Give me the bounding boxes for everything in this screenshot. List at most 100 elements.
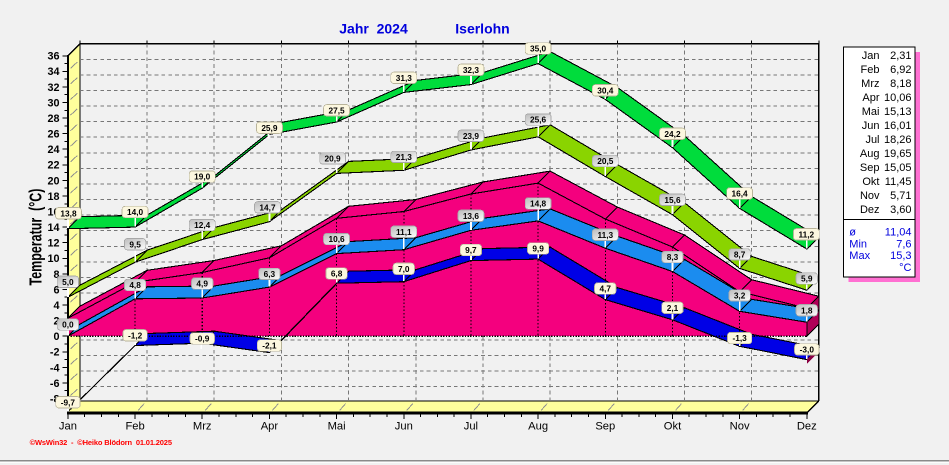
- svg-text:°C: °C: [899, 262, 911, 274]
- svg-text:14: 14: [47, 222, 59, 234]
- svg-text:20,9: 20,9: [325, 154, 342, 164]
- svg-text:13,6: 13,6: [463, 211, 480, 221]
- svg-text:5,71: 5,71: [890, 190, 911, 202]
- svg-text:13,8: 13,8: [60, 208, 77, 218]
- svg-text:-0,9: -0,9: [195, 334, 210, 344]
- svg-text:2,31: 2,31: [890, 50, 911, 62]
- svg-text:30: 30: [47, 97, 59, 109]
- svg-text:2,1: 2,1: [667, 303, 679, 313]
- svg-text:11,2: 11,2: [798, 229, 814, 239]
- svg-text:Mai: Mai: [862, 106, 880, 118]
- svg-text:1,8: 1,8: [801, 305, 813, 315]
- svg-text:©WsWin32 - ©Heiko Blödorn 0: ©WsWin32 - ©Heiko Blödorn 01.01.2025: [30, 438, 172, 447]
- svg-text:6,3: 6,3: [264, 269, 276, 279]
- svg-text:10: 10: [47, 253, 59, 265]
- svg-text:Jan: Jan: [59, 421, 77, 433]
- svg-text:7,6: 7,6: [896, 238, 911, 250]
- svg-text:-6: -6: [50, 378, 60, 390]
- svg-text:31,3: 31,3: [396, 73, 413, 83]
- svg-text:Jahr 2024: Jahr 2024: [339, 20, 408, 36]
- svg-text:30,4: 30,4: [597, 85, 614, 95]
- svg-text:14,0: 14,0: [127, 207, 144, 217]
- svg-text:15,13: 15,13: [884, 106, 912, 118]
- svg-text:6: 6: [53, 284, 59, 296]
- svg-text:4,8: 4,8: [129, 280, 141, 290]
- svg-text:12: 12: [47, 238, 59, 250]
- svg-text:23,9: 23,9: [463, 131, 480, 141]
- svg-text:Dez: Dez: [860, 204, 880, 216]
- svg-text:Sep: Sep: [860, 162, 880, 174]
- svg-text:24,2: 24,2: [664, 129, 681, 139]
- svg-text:Max: Max: [849, 250, 870, 262]
- svg-text:18,26: 18,26: [884, 134, 912, 146]
- svg-text:Okt: Okt: [862, 176, 879, 188]
- svg-text:Dez: Dez: [797, 421, 817, 433]
- svg-text:Mrz: Mrz: [861, 78, 879, 90]
- svg-text:10,06: 10,06: [884, 92, 912, 104]
- svg-text:Jun: Jun: [395, 421, 413, 433]
- svg-text:Mai: Mai: [328, 421, 346, 433]
- svg-text:32,3: 32,3: [463, 65, 480, 75]
- svg-text:Feb: Feb: [125, 421, 144, 433]
- svg-text:Jul: Jul: [865, 134, 879, 146]
- svg-text:Jun: Jun: [862, 120, 880, 132]
- svg-text:6,92: 6,92: [890, 64, 911, 76]
- svg-text:12,4: 12,4: [194, 220, 211, 230]
- svg-text:2: 2: [53, 316, 59, 328]
- svg-text:Min: Min: [849, 238, 867, 250]
- svg-text:Apr: Apr: [862, 92, 879, 104]
- svg-text:15,05: 15,05: [884, 162, 912, 174]
- svg-text:8: 8: [53, 269, 59, 281]
- svg-text:-2,1: -2,1: [262, 341, 277, 351]
- svg-text:20,5: 20,5: [597, 156, 614, 166]
- svg-text:4,7: 4,7: [600, 284, 612, 294]
- svg-text:8,18: 8,18: [890, 78, 911, 90]
- svg-text:15,3: 15,3: [890, 250, 911, 262]
- svg-text:-4: -4: [50, 362, 60, 374]
- svg-text:11,45: 11,45: [885, 176, 912, 188]
- svg-text:9,9: 9,9: [532, 244, 544, 254]
- svg-text:11,3: 11,3: [597, 230, 613, 240]
- svg-text:16,01: 16,01: [884, 120, 912, 132]
- svg-text:10,6: 10,6: [329, 234, 346, 244]
- svg-text:Mrz: Mrz: [193, 421, 212, 433]
- svg-text:11,04: 11,04: [885, 226, 912, 238]
- svg-text:-8: -8: [50, 393, 60, 405]
- svg-text:20: 20: [47, 175, 59, 187]
- svg-text:-1,3: -1,3: [732, 333, 747, 343]
- svg-text:18: 18: [47, 191, 59, 203]
- svg-text:0,0: 0,0: [62, 320, 74, 330]
- svg-text:Aug: Aug: [860, 148, 880, 160]
- svg-text:7,0: 7,0: [398, 264, 410, 274]
- svg-text:Iserlohn: Iserlohn: [455, 20, 509, 36]
- svg-text:27,5: 27,5: [329, 105, 346, 115]
- svg-text:3,60: 3,60: [890, 204, 911, 216]
- svg-text:25,6: 25,6: [530, 115, 547, 125]
- svg-text:Nov: Nov: [730, 421, 750, 433]
- svg-text:0: 0: [53, 331, 59, 343]
- svg-text:Sep: Sep: [595, 421, 615, 433]
- svg-text:9,7: 9,7: [465, 245, 477, 255]
- svg-text:ø: ø: [849, 226, 856, 238]
- svg-text:14,7: 14,7: [259, 202, 276, 212]
- svg-text:26: 26: [47, 129, 59, 141]
- svg-text:16,4: 16,4: [732, 189, 749, 199]
- svg-text:Jul: Jul: [464, 421, 478, 433]
- svg-text:8,7: 8,7: [734, 250, 746, 260]
- svg-text:28: 28: [47, 113, 59, 125]
- svg-text:Jan: Jan: [862, 50, 880, 62]
- svg-text:-3,0: -3,0: [800, 345, 815, 355]
- svg-text:4: 4: [53, 300, 59, 312]
- svg-text:Nov: Nov: [860, 190, 880, 202]
- svg-text:3,2: 3,2: [734, 291, 746, 301]
- svg-text:36: 36: [47, 51, 59, 63]
- svg-text:19,65: 19,65: [884, 148, 912, 160]
- svg-text:24: 24: [47, 144, 59, 156]
- svg-text:Apr: Apr: [261, 421, 279, 433]
- svg-text:34: 34: [47, 66, 59, 78]
- svg-text:22: 22: [47, 160, 59, 172]
- svg-text:8,3: 8,3: [667, 252, 679, 262]
- svg-text:32: 32: [47, 82, 59, 94]
- svg-text:Aug: Aug: [528, 421, 548, 433]
- svg-text:15,6: 15,6: [664, 195, 681, 205]
